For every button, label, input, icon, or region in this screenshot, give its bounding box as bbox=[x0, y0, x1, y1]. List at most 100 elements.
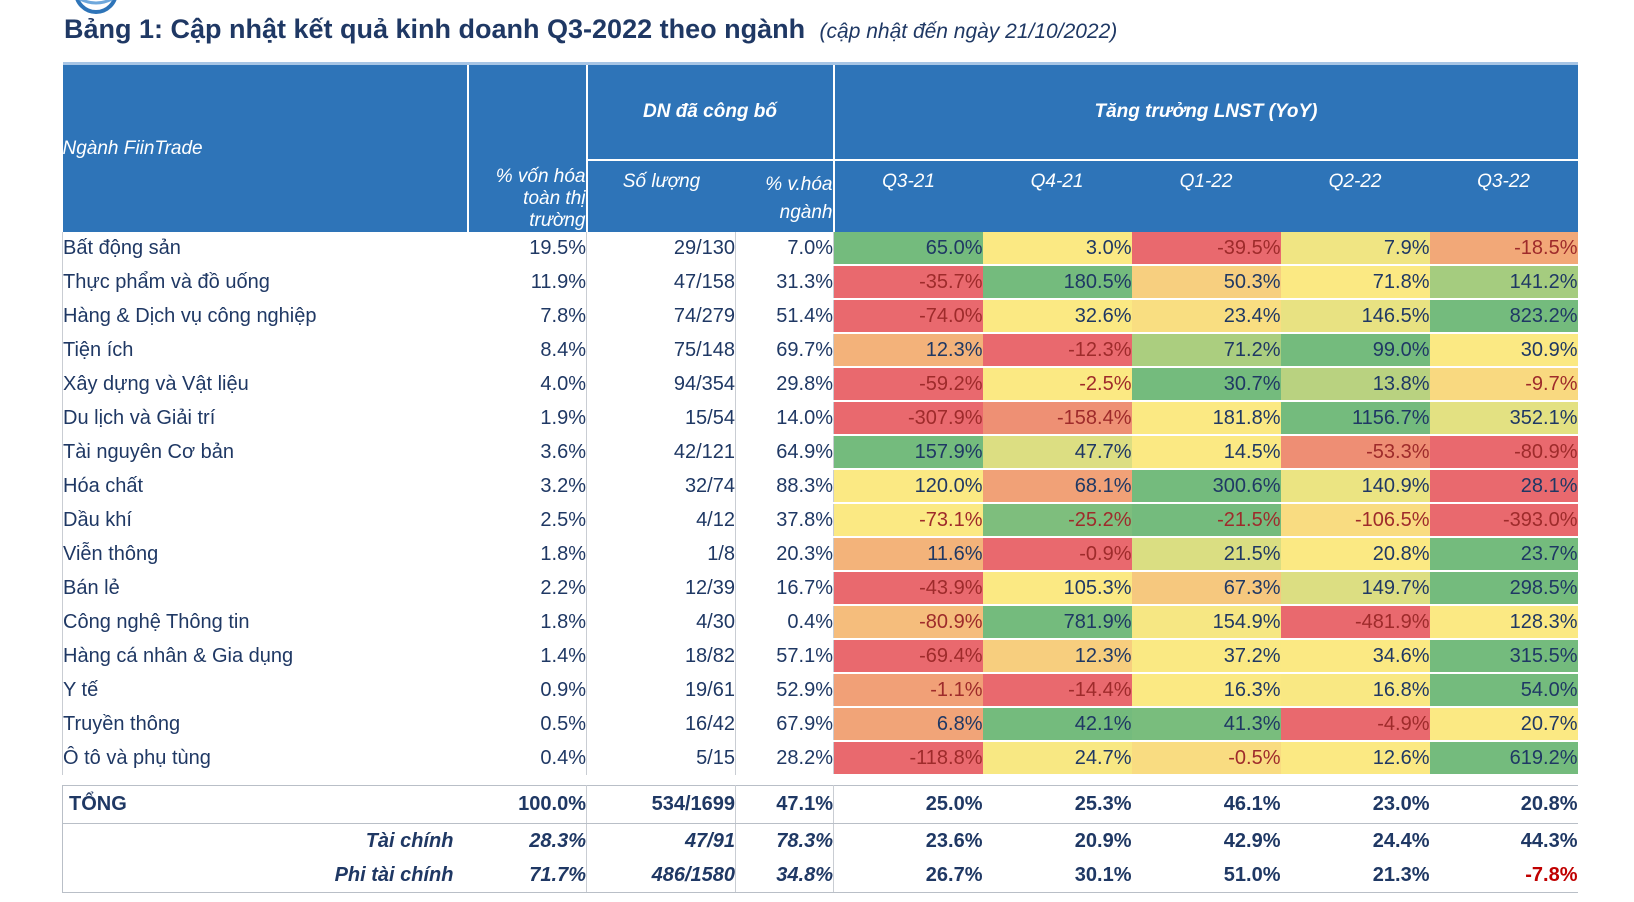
header-reported-count: Số lượng bbox=[585, 159, 736, 232]
growth-cell: 51.0% bbox=[1131, 858, 1281, 893]
table-row: Xây dựng và Vật liệu 4.0% 94/354 29.8% -59.2… bbox=[62, 367, 1578, 402]
table-header: Ngành FiinTrade % vốn hóa toàn thị trườn… bbox=[62, 62, 1578, 232]
sector-cap-cell: 52.9% bbox=[735, 673, 834, 707]
growth-cell: 300.6% bbox=[1131, 469, 1281, 504]
growth-cell: 140.9% bbox=[1280, 469, 1430, 504]
growth-cell: 146.5% bbox=[1280, 299, 1430, 334]
table-row: Bán lẻ 2.2% 12/39 16.7% -43.9% 105.3% 67.3% 149… bbox=[62, 571, 1578, 606]
growth-cell: -14.4% bbox=[982, 673, 1132, 708]
market-cap-cell: 0.5% bbox=[467, 707, 587, 741]
growth-cell: -74.0% bbox=[833, 299, 983, 334]
table-row: Thực phẩm và đồ uống 11.9% 47/158 31.3% -35.… bbox=[62, 265, 1578, 300]
growth-cell: -21.5% bbox=[1131, 503, 1281, 538]
industry-name-cell: Bất động sản bbox=[62, 232, 468, 265]
summary-row: Tài chính 28.3% 47/91 78.3% 23.6% 20.9% 42.9% 2… bbox=[62, 823, 1578, 858]
growth-cell: 149.7% bbox=[1280, 571, 1430, 606]
sector-cap-cell: 37.8% bbox=[735, 503, 834, 537]
growth-cell: 54.0% bbox=[1429, 673, 1578, 708]
table-title: Bảng 1: Cập nhật kết quả kinh doanh Q3-2… bbox=[64, 14, 1604, 45]
growth-cell: 781.9% bbox=[982, 605, 1132, 640]
growth-cell: 315.5% bbox=[1429, 639, 1578, 674]
table-row: Du lịch và Giải trí 1.9% 15/54 14.0% -307.9%… bbox=[62, 401, 1578, 436]
growth-cell: 47.7% bbox=[982, 435, 1132, 470]
growth-cell: 42.1% bbox=[982, 707, 1132, 742]
reported-count-cell: 47/91 bbox=[586, 823, 736, 858]
growth-cell: 6.8% bbox=[833, 707, 983, 742]
growth-cell: 128.3% bbox=[1429, 605, 1578, 640]
spacer-row bbox=[62, 775, 1578, 786]
growth-cell: 16.3% bbox=[1131, 673, 1281, 708]
industry-name-cell: Viễn thông bbox=[62, 537, 468, 571]
market-cap-cell: 4.0% bbox=[467, 367, 587, 401]
sector-cap-cell: 47.1% bbox=[735, 785, 834, 824]
reported-count-cell: 75/148 bbox=[586, 333, 736, 367]
growth-cell: 30.1% bbox=[982, 858, 1132, 893]
reported-count-cell: 16/42 bbox=[586, 707, 736, 741]
table-row: Dầu khí 2.5% 4/12 37.8% -73.1% -25.2% -21.5% -1… bbox=[62, 503, 1578, 538]
growth-cell: -9.7% bbox=[1429, 367, 1578, 402]
growth-cell: 12.6% bbox=[1280, 741, 1430, 776]
header-quarter-q1-22: Q1-22 bbox=[1131, 159, 1281, 232]
growth-cell: 180.5% bbox=[982, 265, 1132, 300]
industry-name-cell: Tài nguyên Cơ bản bbox=[62, 435, 468, 469]
growth-cell: -7.8% bbox=[1429, 858, 1578, 893]
reported-count-cell: 534/1699 bbox=[586, 785, 736, 824]
sector-cap-cell: 88.3% bbox=[735, 469, 834, 503]
industry-name-cell: Hàng cá nhân & Gia dụng bbox=[62, 639, 468, 673]
table-row: Viễn thông 1.8% 1/8 20.3% 11.6% -0.9% 21.5% 20.… bbox=[62, 537, 1578, 572]
industry-name-cell: Hóa chất bbox=[62, 469, 468, 503]
growth-cell: 823.2% bbox=[1429, 299, 1578, 334]
growth-cell: -0.9% bbox=[982, 537, 1132, 572]
sector-cap-cell: 57.1% bbox=[735, 639, 834, 673]
growth-cell: 50.3% bbox=[1131, 265, 1281, 300]
sector-cap-cell: 29.8% bbox=[735, 367, 834, 401]
reported-count-cell: 94/354 bbox=[586, 367, 736, 401]
market-cap-cell: 71.7% bbox=[467, 858, 587, 893]
growth-cell: -59.2% bbox=[833, 367, 983, 402]
growth-cell: 34.6% bbox=[1280, 639, 1430, 674]
growth-cell: 23.4% bbox=[1131, 299, 1281, 334]
industry-rows: Bất động sản 19.5% 29/130 7.0% 65.0% 3.0% -39.… bbox=[62, 232, 1578, 776]
growth-cell: 1156.7% bbox=[1280, 401, 1430, 436]
growth-cell: 23.7% bbox=[1429, 537, 1578, 572]
growth-cell: -2.5% bbox=[982, 367, 1132, 402]
growth-cell: 68.1% bbox=[982, 469, 1132, 504]
table-title-note: (cập nhật đến ngày 21/10/2022) bbox=[819, 20, 1118, 43]
growth-cell: -4.9% bbox=[1280, 707, 1430, 742]
growth-cell: 120.0% bbox=[833, 469, 983, 504]
industry-name-cell: Dầu khí bbox=[62, 503, 468, 537]
industry-name-cell: Ô tô và phụ tùng bbox=[62, 741, 468, 775]
header-reported-group: DN đã công bố bbox=[585, 62, 834, 160]
sector-cap-cell: 7.0% bbox=[735, 232, 834, 265]
growth-cell: 3.0% bbox=[982, 232, 1132, 266]
growth-cell: -0.5% bbox=[1131, 741, 1281, 776]
growth-cell: 37.2% bbox=[1131, 639, 1281, 674]
sector-cap-cell: 67.9% bbox=[735, 707, 834, 741]
table-row: Tiện ích 8.4% 75/148 69.7% 12.3% -12.3% 71.2% 9… bbox=[62, 333, 1578, 368]
header-industry: Ngành FiinTrade bbox=[62, 62, 468, 232]
industry-name-cell: Du lịch và Giải trí bbox=[62, 401, 468, 435]
table-title-text: Bảng 1: Cập nhật kết quả kinh doanh Q3-2… bbox=[64, 14, 806, 44]
summary-row: Phi tài chính 71.7% 486/1580 34.8% 26.7% 30.1… bbox=[62, 858, 1578, 893]
market-cap-cell: 2.5% bbox=[467, 503, 587, 537]
growth-cell: 12.3% bbox=[833, 333, 983, 368]
header-reported-cap: % v.hóa ngành bbox=[735, 159, 834, 232]
growth-cell: 105.3% bbox=[982, 571, 1132, 606]
market-cap-cell: 8.4% bbox=[467, 333, 587, 367]
reported-count-cell: 42/121 bbox=[586, 435, 736, 469]
market-cap-cell: 0.9% bbox=[467, 673, 587, 707]
growth-cell: 24.4% bbox=[1372, 829, 1430, 852]
growth-cell: 46.1% bbox=[1131, 785, 1281, 824]
growth-cell: 25.3% bbox=[982, 785, 1132, 824]
market-cap-cell: 3.2% bbox=[467, 469, 587, 503]
growth-cell: -80.9% bbox=[833, 605, 983, 640]
growth-cell: 20.7% bbox=[1429, 707, 1578, 742]
summary-label-cell: TỔNG bbox=[62, 785, 468, 824]
reported-count-cell: 32/74 bbox=[586, 469, 736, 503]
growth-cell: 32.6% bbox=[982, 299, 1132, 334]
table-row: Tài nguyên Cơ bản 3.6% 42/121 64.9% 157.9% 47… bbox=[62, 435, 1578, 470]
table-row: Công nghệ Thông tin 1.8% 4/30 0.4% -80.9% 781… bbox=[62, 605, 1578, 640]
growth-cell: 30.9% bbox=[1429, 333, 1578, 368]
sector-cap-cell: 31.3% bbox=[735, 265, 834, 299]
